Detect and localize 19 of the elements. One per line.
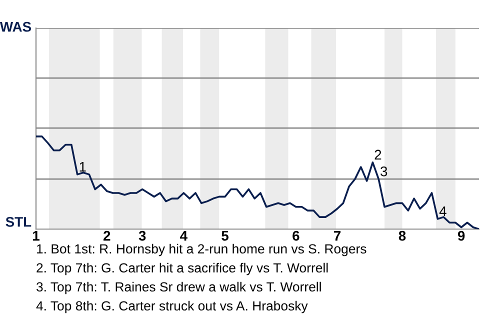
annotation: 3	[380, 166, 388, 176]
x-tick-label: 6	[292, 230, 300, 241]
x-tick-label: 3	[138, 230, 146, 241]
annotation: 2	[374, 150, 382, 160]
text: 1. Bot 1st: R. Hornsby hit a 2-run home run vs S. Rogers	[37, 244, 366, 256]
x-tick-label: 9	[458, 230, 465, 241]
x-tick-label: 1	[33, 231, 40, 241]
text: STL	[6, 216, 32, 227]
x-tick-label: 2	[104, 230, 110, 241]
annotation: 1	[80, 162, 86, 172]
x-tick-label: 8	[398, 230, 406, 241]
x-tick-label: 4	[180, 231, 188, 241]
text: 2. Top 7th: G. Carter hit a sacrifice fly vs T. Worrell	[36, 262, 328, 276]
x-tick-label: 5	[222, 231, 229, 241]
x-tick-label: 7	[334, 231, 341, 241]
text: WAS	[0, 22, 32, 32]
annotation: 4	[439, 206, 446, 216]
text: 4. Top 8th: G. Carter struck out vs A. Hrabosky	[36, 300, 308, 314]
text: 3. Top 7th: T. Raines Sr drew a walk vs T. Worrell	[36, 282, 321, 294]
